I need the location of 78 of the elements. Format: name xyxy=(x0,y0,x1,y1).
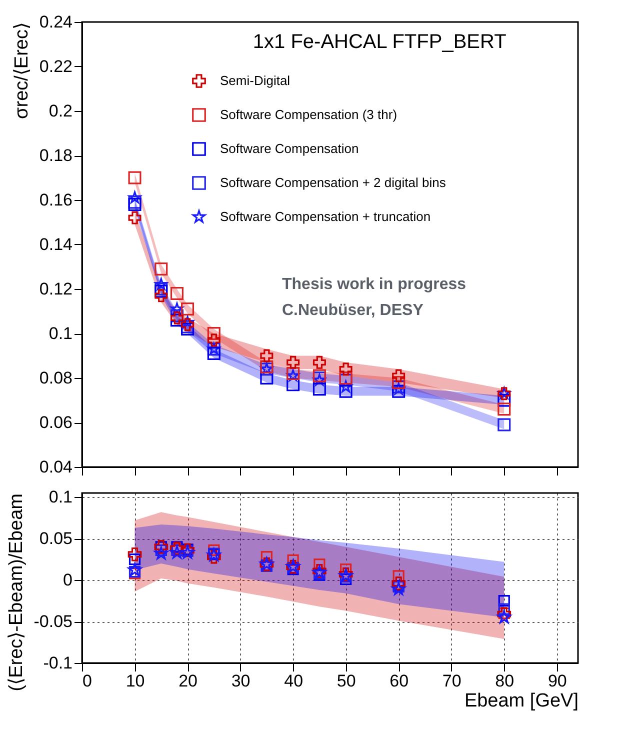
point xyxy=(207,347,220,360)
y-tick-label: 0.2 xyxy=(48,102,72,120)
point xyxy=(286,356,300,369)
point xyxy=(128,211,142,224)
point xyxy=(498,402,511,416)
annotation: Thesis work in progress xyxy=(282,276,466,293)
point xyxy=(498,394,511,407)
point xyxy=(498,595,510,607)
x-tick-label: 90 xyxy=(548,672,567,690)
x-tick-label: 10 xyxy=(126,672,145,690)
point xyxy=(170,546,184,559)
y-tick-label: 0.05 xyxy=(39,529,72,548)
point xyxy=(312,356,326,369)
y-tick-label: 0.1 xyxy=(48,324,72,343)
point xyxy=(339,372,352,384)
x-tick-label: 40 xyxy=(284,672,304,690)
point xyxy=(128,554,141,566)
legend-label: Software Compensation + truncation xyxy=(220,209,431,224)
point xyxy=(128,171,142,184)
point xyxy=(154,546,168,560)
y-tick-label: 0.24 xyxy=(39,12,72,32)
point xyxy=(392,576,406,590)
point xyxy=(207,334,220,347)
point xyxy=(392,376,406,389)
point xyxy=(128,191,141,204)
point xyxy=(206,550,221,564)
point xyxy=(181,302,194,316)
point xyxy=(392,382,405,395)
point xyxy=(260,349,274,362)
x-tick-label: 50 xyxy=(336,672,356,690)
x-tick-label: 20 xyxy=(178,672,198,690)
point xyxy=(286,378,300,392)
x-tick-label: 0 xyxy=(82,672,92,690)
point xyxy=(392,582,406,596)
point xyxy=(312,369,326,382)
y-tick-label: 0.1 xyxy=(48,488,72,507)
y-tick-label: 0.04 xyxy=(39,458,72,476)
y-tick-label: 0.12 xyxy=(39,280,72,298)
point xyxy=(340,380,352,392)
y-axis-title: σrec/⟨Erec⟩ xyxy=(11,22,32,119)
point xyxy=(497,610,511,624)
point xyxy=(339,384,352,398)
y-tick-label: -0.05 xyxy=(34,612,72,632)
y-tick-label: 0.08 xyxy=(39,368,72,388)
x-axis-title: Ebeam [GeV] xyxy=(464,690,578,712)
x-tick-label: 80 xyxy=(495,672,514,690)
point xyxy=(128,562,142,576)
point xyxy=(154,289,168,302)
y-tick-label: 0.18 xyxy=(39,146,72,165)
x-tick-label: 60 xyxy=(390,672,409,690)
point xyxy=(312,382,326,396)
x-tick-label: 30 xyxy=(231,672,250,690)
point xyxy=(498,418,511,432)
point xyxy=(339,362,352,376)
point xyxy=(181,322,194,336)
point xyxy=(154,262,168,276)
y-tick-label: 0.22 xyxy=(39,57,72,76)
y-tick-label: 0 xyxy=(63,570,72,590)
legend-label: Semi-Digital xyxy=(220,73,290,88)
legend-label: Software Compensation (3 thr) xyxy=(220,107,398,122)
y-tick-label: -0.1 xyxy=(43,654,72,672)
y-axis-title: (⟨Erec⟩-Ebeam)/Ebeam xyxy=(6,494,27,692)
point xyxy=(392,369,406,382)
point xyxy=(181,316,194,328)
point xyxy=(170,286,184,300)
chart-title: 1x1 Fe-AHCAL FTFP_BERT xyxy=(252,31,506,53)
point xyxy=(128,547,142,562)
point xyxy=(154,284,168,298)
point xyxy=(498,603,510,615)
point xyxy=(207,327,220,340)
legend-label: Software Compensation + 2 digital bins xyxy=(220,175,446,190)
y-tick-label: 0.06 xyxy=(39,413,72,432)
point xyxy=(392,384,406,398)
annotation: C.Neubüser, DESY xyxy=(282,302,424,319)
y-tick-label: 0.14 xyxy=(39,235,72,254)
y-tick-label: 0.16 xyxy=(39,190,72,210)
legend-label: Software Compensation xyxy=(220,141,359,156)
x-tick-label: 70 xyxy=(442,672,462,690)
